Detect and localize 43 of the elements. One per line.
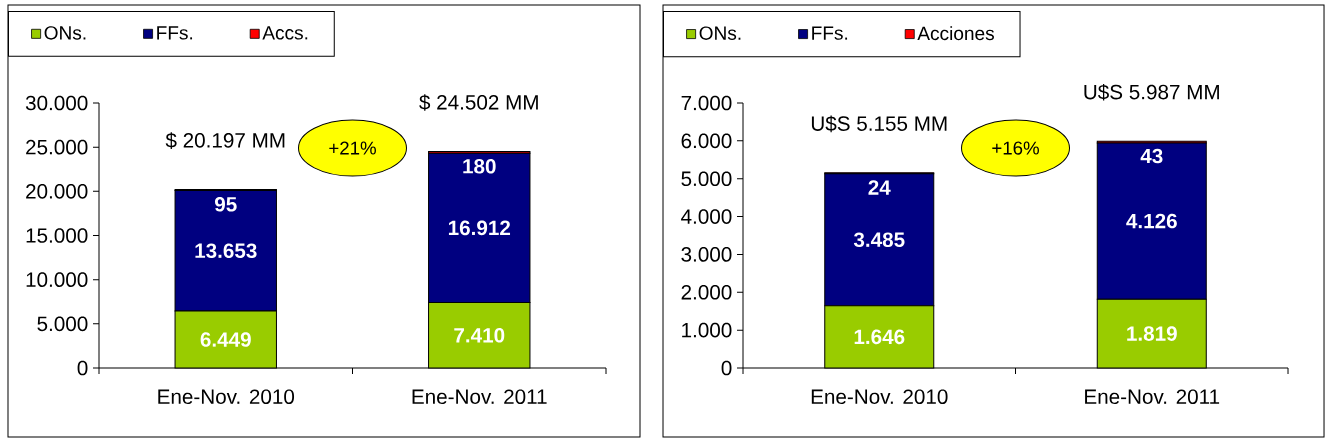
y-tick-label: 6.000 <box>681 133 732 149</box>
data-label: 95 <box>214 196 237 212</box>
y-tick-label: 2.000 <box>681 284 732 300</box>
data-label: 3.485 <box>853 232 905 248</box>
y-tick-label: 5.000 <box>681 171 732 187</box>
total-label: U$S 5.155 MM <box>811 115 947 133</box>
y-tick-label: 0 <box>721 360 732 376</box>
legend-label: FFs. <box>812 26 848 40</box>
data-label: 24 <box>868 180 891 195</box>
legend-label: Accs. <box>262 26 308 40</box>
legend-label: ONs. <box>44 26 86 40</box>
y-tick-label: 1.000 <box>682 322 732 338</box>
y-tick-label: 0 <box>77 360 88 376</box>
x-tick-label: Ene-Nov. 2011 <box>412 389 547 405</box>
data-label: 43 <box>1140 148 1163 164</box>
data-label: 16.912 <box>448 220 511 236</box>
legend-label: Acciones <box>917 26 994 41</box>
data-label: 13.653 <box>195 243 257 259</box>
y-tick-label: 3.000 <box>681 247 732 262</box>
y-tick-label: 4.000 <box>681 209 732 224</box>
x-tick-label: Ene-Nov. 2011 <box>1085 389 1220 405</box>
annotation: +16% <box>992 141 1039 155</box>
y-tick-label: 10.000 <box>26 272 88 287</box>
total-label: U$S 5.987 MM <box>1084 83 1219 101</box>
y-tick-label: 25.000 <box>26 139 88 155</box>
data-label: 6.449 <box>200 332 251 347</box>
x-tick-label: Ene-Nov. 2010 <box>811 389 948 405</box>
data-label: 4.126 <box>1126 213 1177 229</box>
annotation: +21% <box>329 141 376 155</box>
total-label: $ 20.197 MM <box>165 132 285 149</box>
data-label: 180 <box>463 158 496 174</box>
x-tick-label: Ene-Nov. 2010 <box>158 389 295 405</box>
data-label: 7.410 <box>454 327 505 343</box>
data-label: 1.646 <box>854 329 905 345</box>
y-tick-label: 5.000 <box>37 316 88 332</box>
legend-label: ONs. <box>699 26 741 40</box>
y-tick-label: 20.000 <box>26 184 88 199</box>
y-tick-label: 7.000 <box>681 95 732 111</box>
legend-label: FFs. <box>157 26 193 40</box>
total-label: $ 24.502 MM <box>419 94 538 111</box>
y-tick-label: 30.000 <box>25 95 88 111</box>
y-tick-label: 15.000 <box>26 228 88 243</box>
data-label: 1.819 <box>1127 326 1177 341</box>
